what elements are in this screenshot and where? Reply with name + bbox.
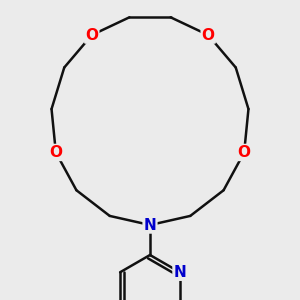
Text: O: O	[202, 28, 215, 43]
Text: O: O	[49, 145, 62, 160]
Text: O: O	[85, 28, 98, 43]
Text: O: O	[238, 145, 251, 160]
Text: N: N	[144, 218, 156, 232]
Text: N: N	[173, 265, 186, 280]
